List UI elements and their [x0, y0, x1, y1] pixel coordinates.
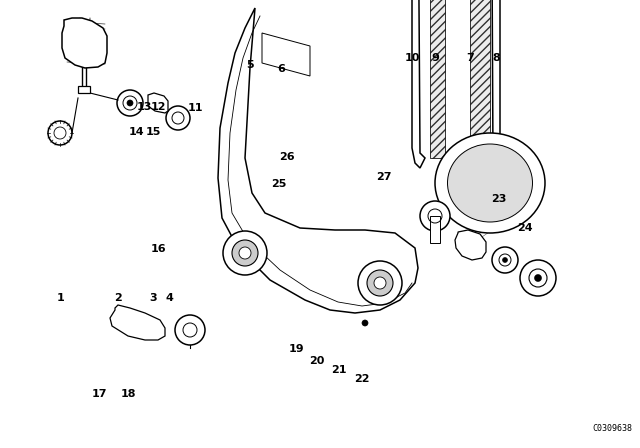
Polygon shape [62, 18, 107, 68]
Text: 16: 16 [151, 244, 166, 254]
Text: 21: 21 [332, 365, 347, 375]
Text: 22: 22 [354, 374, 369, 383]
Text: 25: 25 [271, 179, 286, 189]
Text: 2: 2 [115, 293, 122, 303]
Circle shape [232, 240, 258, 266]
Polygon shape [78, 86, 90, 93]
Text: 5: 5 [246, 60, 253, 70]
Text: 12: 12 [150, 102, 166, 112]
Circle shape [223, 231, 267, 275]
Polygon shape [470, 0, 490, 158]
Text: 1: 1 [57, 293, 65, 303]
Polygon shape [430, 0, 445, 158]
Circle shape [362, 320, 368, 326]
Polygon shape [110, 305, 165, 340]
Text: 20: 20 [309, 356, 324, 366]
Ellipse shape [447, 144, 532, 222]
Ellipse shape [435, 133, 545, 233]
Polygon shape [218, 8, 418, 313]
Text: 19: 19 [289, 345, 304, 354]
Text: 13: 13 [136, 102, 152, 112]
Text: 10: 10 [405, 53, 420, 63]
Circle shape [239, 247, 251, 259]
Text: 18: 18 [120, 389, 136, 399]
Text: 27: 27 [376, 172, 392, 182]
Polygon shape [148, 93, 168, 113]
Polygon shape [455, 230, 486, 260]
Circle shape [166, 106, 190, 130]
Polygon shape [430, 216, 440, 243]
Circle shape [520, 260, 556, 296]
Circle shape [48, 121, 72, 145]
Text: 9: 9 [431, 53, 439, 63]
Text: 7: 7 [467, 53, 474, 63]
Text: 15: 15 [146, 127, 161, 137]
Text: 6: 6 [278, 65, 285, 74]
Circle shape [420, 201, 450, 231]
Circle shape [367, 270, 393, 296]
Text: 3: 3 [150, 293, 157, 303]
Text: 11: 11 [188, 103, 203, 112]
Text: 26: 26 [279, 152, 294, 162]
Polygon shape [412, 0, 425, 168]
Text: 4: 4 [166, 293, 173, 303]
Circle shape [127, 100, 133, 106]
Circle shape [492, 247, 518, 273]
Circle shape [470, 163, 510, 203]
Polygon shape [490, 0, 500, 160]
Circle shape [358, 261, 402, 305]
Circle shape [117, 90, 143, 116]
Text: 24: 24 [517, 224, 532, 233]
Circle shape [534, 275, 541, 281]
Circle shape [374, 277, 386, 289]
Circle shape [175, 315, 205, 345]
Text: C0309638: C0309638 [592, 424, 632, 433]
Polygon shape [262, 33, 310, 76]
Text: 17: 17 [92, 389, 107, 399]
Text: 14: 14 [129, 127, 144, 137]
Text: 8: 8 [492, 53, 500, 63]
Text: 23: 23 [492, 194, 507, 204]
Circle shape [502, 258, 508, 263]
